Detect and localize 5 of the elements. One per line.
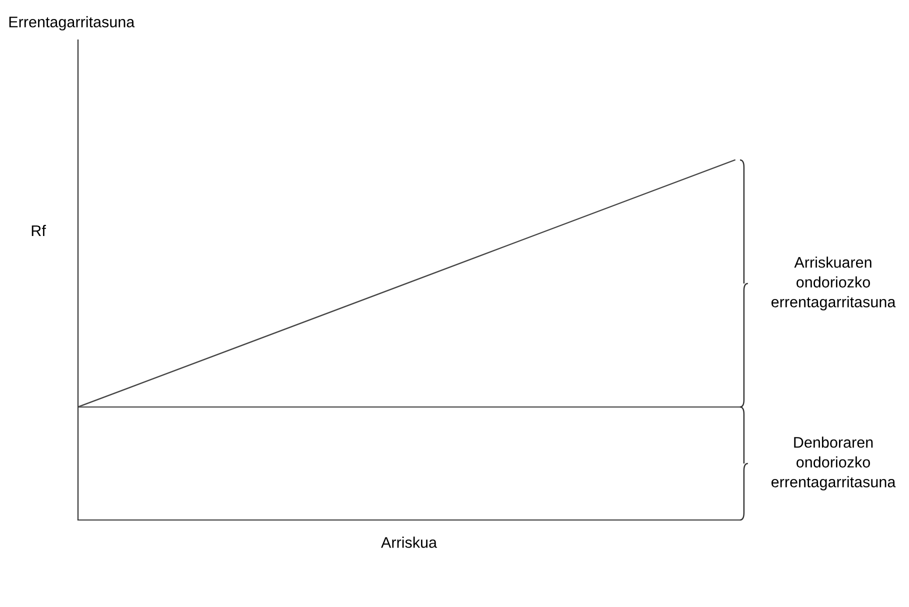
text: Errentagarritasuna bbox=[9, 16, 135, 30]
annotation: Rf bbox=[32, 224, 46, 236]
annotation: Denboraren ondoriozko errentagarritasuna bbox=[771, 436, 896, 490]
x-axis-title: Arriskua bbox=[381, 536, 438, 548]
annotation: Arriskuaren ondoriozko errentagarritasuna bbox=[771, 256, 896, 310]
